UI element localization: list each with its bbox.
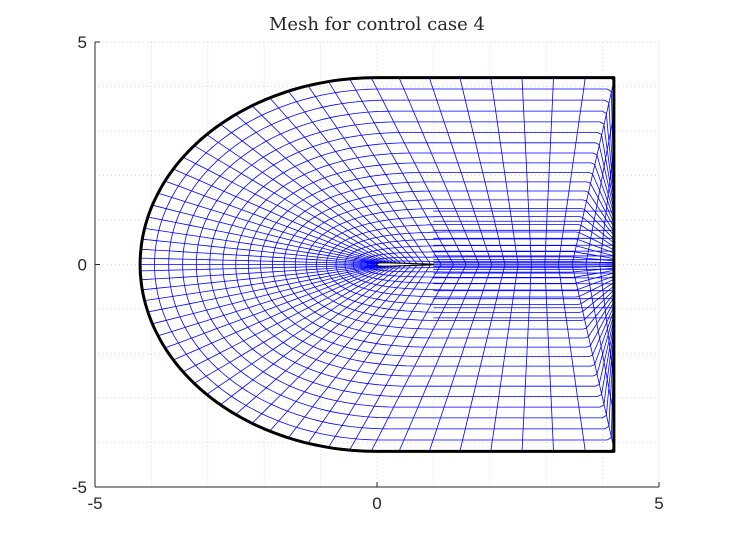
mesh-wrap-line	[294, 199, 615, 330]
mesh-wrap-line	[247, 162, 615, 367]
mesh-wrap-line	[316, 216, 615, 313]
airfoil-outline	[376, 262, 434, 267]
mesh-wrap-line	[260, 172, 615, 357]
boundary-curve	[138, 76, 616, 453]
chart-title: Mesh for control case 4	[269, 14, 485, 35]
mesh-wrap-line	[154, 88, 615, 441]
domain-boundary	[138, 76, 616, 453]
mesh-wrap-line	[326, 224, 615, 305]
y-tick-label: -5	[72, 478, 87, 497]
mesh-wrap-line	[195, 121, 615, 408]
mesh-wrap-line	[344, 238, 615, 291]
mesh-wrap-line	[209, 132, 615, 397]
mesh-wrap-line	[272, 181, 615, 348]
mesh-wrap-line	[283, 190, 615, 339]
mesh-wrap-line	[222, 142, 615, 387]
mesh-wrap-line	[168, 99, 615, 430]
x-tick-label: -5	[87, 494, 102, 513]
mesh-lines	[139, 77, 615, 452]
mesh-wrap-line	[235, 152, 615, 377]
axes-frame	[94, 41, 660, 488]
mesh-wrap-line	[373, 260, 614, 269]
y-tick-label: 0	[78, 256, 87, 275]
mesh-wrap-line	[305, 208, 615, 321]
mesh-wrap-line	[335, 231, 615, 298]
tick-labels: -5 0 5 -5 0 5	[72, 33, 664, 513]
mesh-wrap-line	[360, 251, 614, 278]
x-tick-label: 0	[372, 494, 381, 513]
mesh-wrap-line	[182, 110, 615, 419]
x-tick-label: 5	[654, 494, 663, 513]
y-tick-label: 5	[78, 33, 87, 52]
mesh-wrap-line	[367, 256, 614, 273]
